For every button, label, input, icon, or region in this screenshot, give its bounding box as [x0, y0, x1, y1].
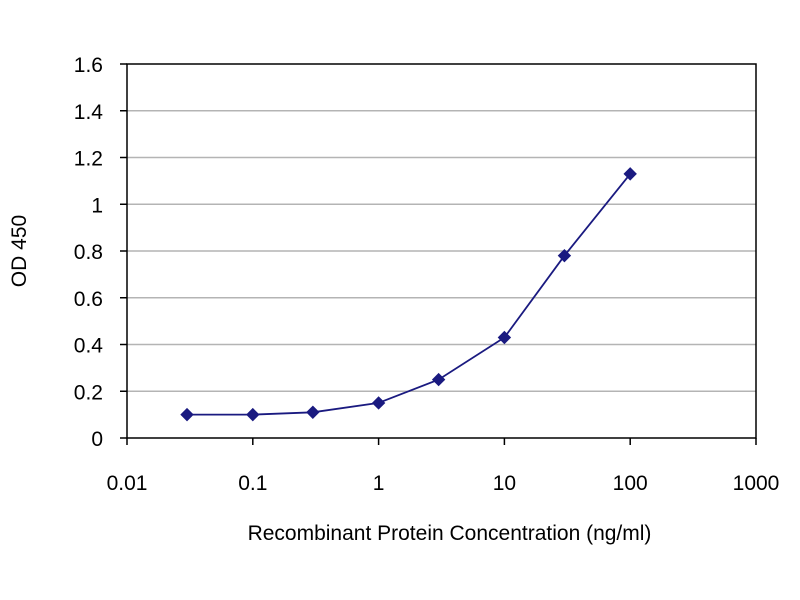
- y-tick-label: 1.2: [74, 148, 103, 171]
- data-point-marker: [623, 167, 637, 181]
- y-tick-label: 1: [91, 194, 103, 217]
- x-tick-label: 1000: [733, 472, 780, 495]
- data-point-marker: [306, 405, 320, 419]
- y-tick-label: 0.6: [74, 288, 103, 311]
- data-point-marker: [180, 407, 194, 422]
- data-point-marker: [557, 248, 572, 263]
- data-point-marker: [431, 372, 446, 387]
- y-tick-label: 1.6: [74, 54, 103, 77]
- x-tick-label: 0.01: [107, 472, 148, 495]
- series-line: [187, 173, 631, 416]
- series-group: [180, 167, 637, 422]
- y-axis-ticks: 0 0.2 0.4 0.6 0.8 1 1.2 1.4 1.6: [74, 54, 127, 451]
- x-axis-ticks: 0.01 0.1 1 10 100 1000: [107, 438, 780, 495]
- x-tick-label: 100: [613, 472, 648, 495]
- data-point-marker: [497, 330, 512, 345]
- data-point-marker: [371, 396, 386, 410]
- y-axis-title: OD 450: [8, 215, 31, 287]
- x-tick-label: 10: [493, 472, 516, 495]
- y-tick-label: 1.4: [74, 101, 104, 124]
- x-tick-label: 1: [373, 472, 385, 495]
- y-tick-label: 0.8: [74, 241, 103, 264]
- data-point-marker: [246, 407, 260, 422]
- x-tick-label: 0.1: [238, 472, 267, 495]
- y-tick-label: 0.4: [74, 335, 104, 358]
- y-tick-label: 0: [91, 428, 103, 451]
- gridlines: [127, 110, 756, 392]
- x-axis-title: Recombinant Protein Concentration (ng/ml…: [248, 522, 652, 545]
- y-tick-label: 0.2: [74, 381, 103, 404]
